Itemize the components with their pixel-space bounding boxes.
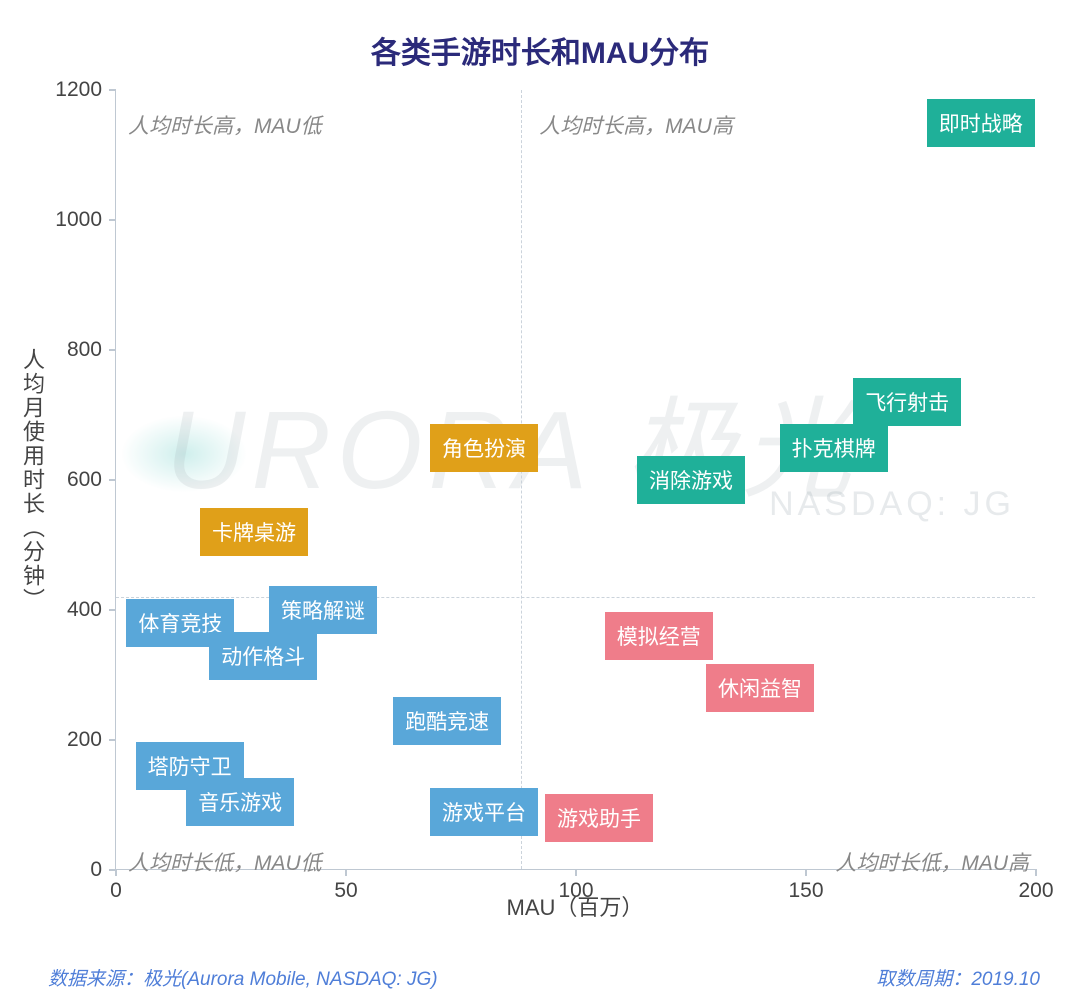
chart-area: 人均月使用时长（分钟） URORA 极光 NASDAQ: JG 02004006…	[0, 80, 1080, 950]
footer-period-label: 取数周期：	[876, 969, 971, 990]
watermark-sub: NASDAQ: JG	[769, 485, 1015, 524]
category-point: 飞行射击	[853, 378, 961, 426]
footer-source-value: 极光(Aurora Mobile, NASDAQ: JG)	[143, 969, 438, 990]
y-tick-mark	[109, 89, 116, 91]
quadrant-label: 人均时长高，MAU高	[539, 110, 733, 140]
footer-period: 取数周期：2019.10	[876, 964, 1040, 991]
x-tick-mark	[805, 869, 807, 876]
quadrant-label: 人均时长低，MAU低	[128, 847, 322, 877]
vertical-divider	[521, 90, 522, 869]
footer-source: 数据来源：极光(Aurora Mobile, NASDAQ: JG)	[48, 964, 438, 991]
quadrant-label: 人均时长低，MAU高	[835, 847, 1029, 877]
category-point: 音乐游戏	[186, 778, 294, 826]
category-point: 动作格斗	[209, 632, 317, 680]
chart-title: 各类手游时长和MAU分布	[0, 0, 1080, 84]
horizontal-divider	[116, 597, 1035, 598]
x-tick-mark	[1035, 869, 1037, 876]
category-point: 消除游戏	[637, 456, 745, 504]
category-point: 休闲益智	[706, 664, 814, 712]
y-tick-mark	[109, 479, 116, 481]
y-tick-mark	[109, 739, 116, 741]
y-tick-mark	[109, 349, 116, 351]
y-tick-label: 1000	[55, 208, 116, 232]
category-point: 卡牌桌游	[200, 508, 308, 556]
footer-period-value: 2019.10	[971, 969, 1040, 990]
watermark-logo	[76, 400, 256, 520]
x-axis-label: MAU（百万）	[115, 890, 1035, 922]
footer: 数据来源：极光(Aurora Mobile, NASDAQ: JG) 取数周期：…	[0, 964, 1080, 991]
y-axis-label: 人均月使用时长（分钟）	[18, 90, 46, 870]
y-tick-mark	[109, 219, 116, 221]
y-tick-label: 1200	[55, 78, 116, 102]
category-point: 游戏助手	[545, 794, 653, 842]
category-point: 即时战略	[927, 99, 1035, 147]
category-point: 游戏平台	[430, 788, 538, 836]
category-point: 扑克棋牌	[780, 424, 888, 472]
y-tick-mark	[109, 609, 116, 611]
category-point: 角色扮演	[430, 424, 538, 472]
x-tick-mark	[575, 869, 577, 876]
x-tick-mark	[115, 869, 117, 876]
quadrant-label: 人均时长高，MAU低	[128, 110, 322, 140]
category-point: 跑酷竞速	[393, 697, 501, 745]
footer-source-label: 数据来源：	[48, 969, 143, 990]
category-point: 策略解谜	[269, 586, 377, 634]
x-tick-mark	[345, 869, 347, 876]
plot-region: URORA 极光 NASDAQ: JG 02004006008001000120…	[115, 90, 1035, 870]
category-point: 模拟经营	[605, 612, 713, 660]
